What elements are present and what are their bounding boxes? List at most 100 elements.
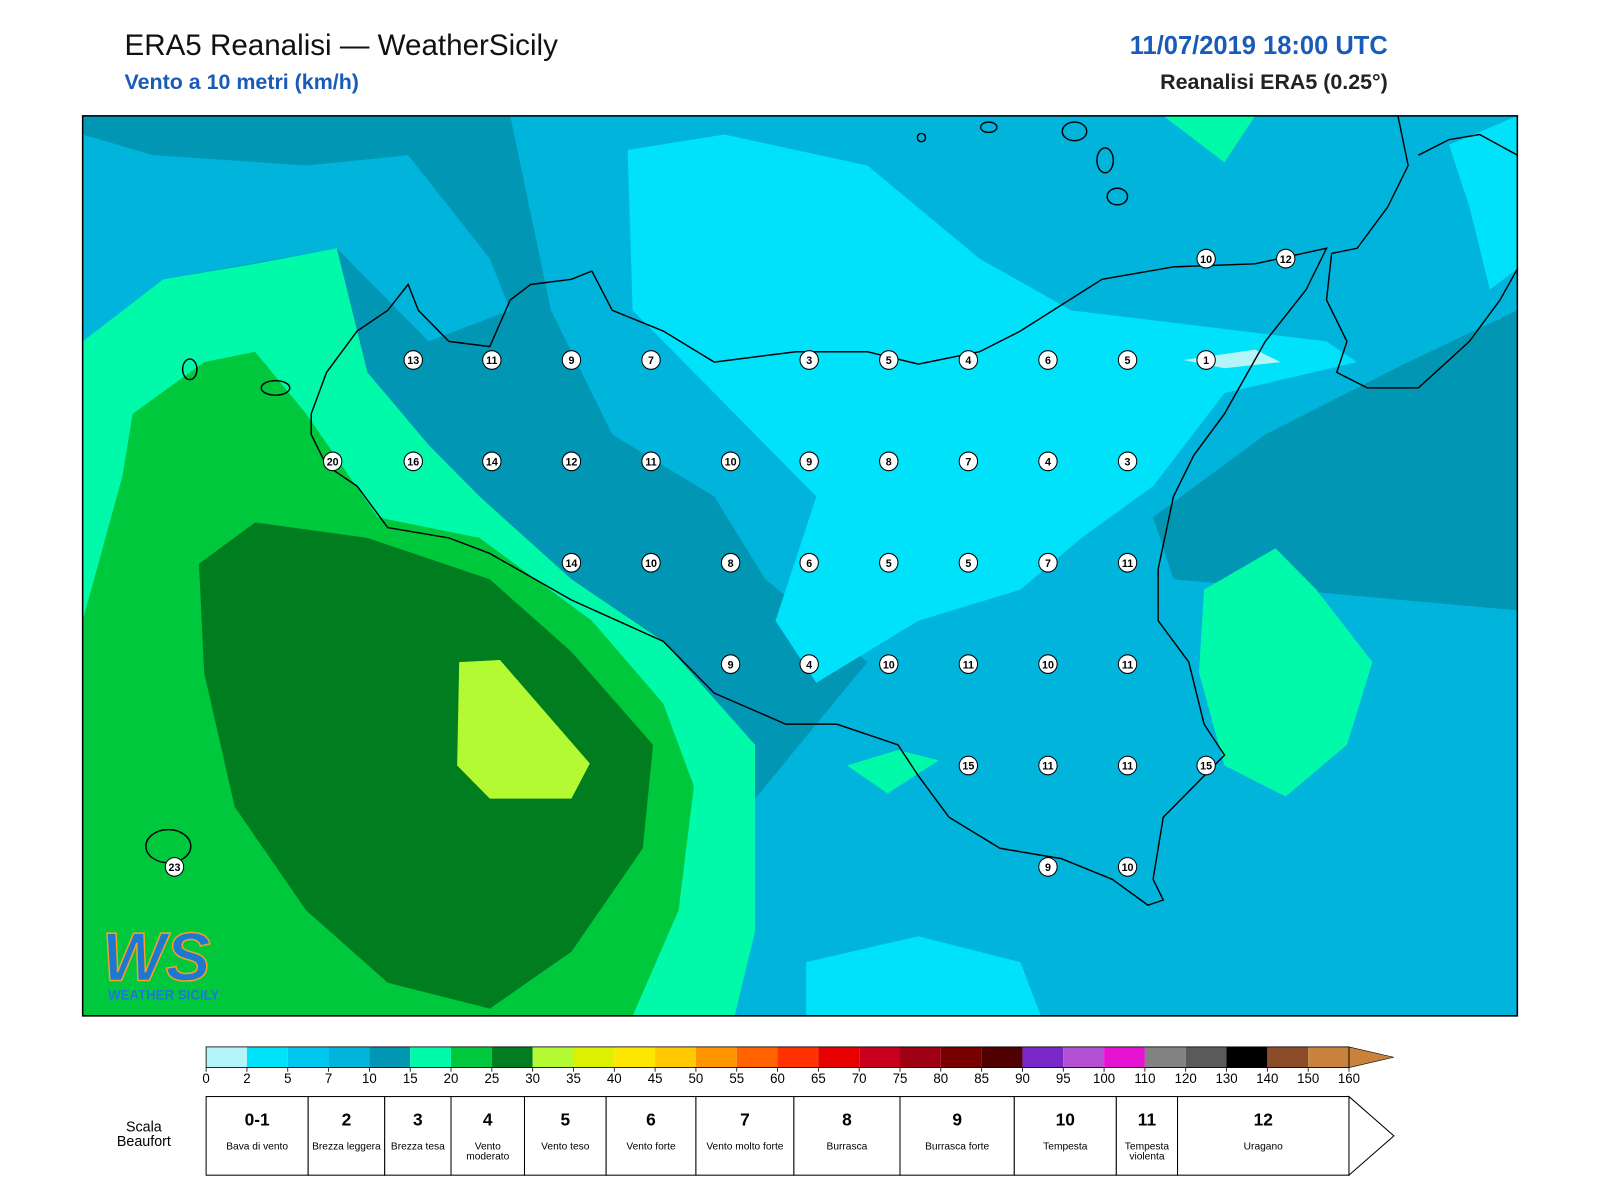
station-marker [958,350,979,370]
station-value: 12 [1280,254,1292,266]
beaufort-name: Brezza tesa [390,1142,445,1153]
beaufort-box [1177,1096,1350,1176]
station: 11 [1117,552,1138,573]
station-value: 7 [648,355,654,367]
station-value: 9 [1045,862,1051,874]
colorbar-tick-label: 90 [1015,1071,1030,1086]
colorbar-tick-label: 35 [566,1071,581,1086]
station-value: 11 [1042,761,1053,773]
colorbar-tick-label: 2 [243,1071,250,1086]
coastline [1325,253,1518,389]
island [1061,121,1088,142]
station-marker [1117,451,1138,472]
beaufort-force: 5 [560,1109,570,1129]
colorbar-tick-label: 160 [1338,1071,1360,1086]
beaufort-box [605,1096,697,1176]
beaufort-name: Vento molto forte [706,1142,784,1153]
beaufort-box [450,1096,525,1176]
title: ERA5 Reanalisi — WeatherSicily [124,29,558,62]
station: 5 [879,350,899,370]
station: 15 [1196,755,1216,776]
island [979,121,998,134]
station-value: 3 [806,355,812,367]
station-marker [641,350,661,370]
colorbar-tick-label: 70 [852,1071,867,1086]
station-marker [1276,248,1296,269]
colorbar-tick-label: 140 [1256,1071,1278,1086]
station: 9 [720,654,741,674]
beaufort-name: Burrasca [826,1142,868,1153]
colorbar-tick-label: 110 [1134,1071,1155,1086]
station-value: 11 [1122,659,1133,671]
station: 9 [1038,857,1058,877]
beaufort-force: 9 [952,1109,962,1129]
station-marker [322,451,343,472]
colorbar-tick-label: 25 [484,1071,499,1086]
station-marker [879,552,899,573]
station-value: 9 [728,659,734,671]
station-value: 15 [1200,761,1212,773]
colorbar-tick-label: 65 [811,1071,826,1086]
station-value: 11 [1122,761,1133,773]
station-marker [1038,552,1058,573]
beaufort-box [695,1096,795,1176]
station-marker [1196,248,1216,269]
colorbar-tick-label: 100 [1093,1071,1115,1086]
station-value: 11 [963,659,974,671]
colorbar-segment [532,1046,574,1068]
beaufort-name: Brezza leggera [312,1142,381,1153]
station-marker [1117,755,1138,776]
station-marker [720,654,741,674]
station-value: 10 [1042,659,1054,671]
beaufort-scale: Scala Beaufort 0-1 Bava di vento 2 Brezza le… [117,1095,1395,1177]
wind-field [627,134,1358,683]
colorbar-segment [573,1046,615,1068]
beaufort-name-box: Vento forte [626,1142,675,1152]
wind-field [806,936,1041,1016]
station: 11 [1117,654,1138,674]
station-value: 9 [568,355,574,367]
colorbar-segment [818,1046,860,1068]
logo-text: WEATHER SICILY [108,987,219,1002]
station-marker [879,654,899,674]
station-marker [482,451,502,472]
station: 7 [1038,552,1058,573]
beaufort-name: Tempesta violenta [1124,1142,1170,1163]
station-value: 11 [486,355,497,367]
station-marker [720,552,741,573]
wind-field [846,750,939,794]
station-value: 23 [169,862,181,874]
station-value: 10 [1200,254,1212,266]
subtitle: Vento a 10 metri (km/h) [124,69,358,94]
station: 4 [958,350,979,370]
colorbar-tick-label: 130 [1215,1071,1237,1086]
beaufort-force: 11 [1138,1109,1157,1129]
station-marker [1038,451,1058,472]
station-value: 13 [407,355,419,367]
beaufort-name: Burrasca forte [925,1142,990,1153]
beaufort-box [523,1096,607,1176]
colorbar-segment [369,1046,411,1068]
beaufort-name: Vento moderato [466,1142,510,1163]
beaufort-name-box: Uragano [1244,1142,1283,1152]
station-value: 10 [1122,862,1134,874]
station: 10 [1117,857,1138,877]
beaufort-force: 8 [842,1109,852,1129]
station-value: 5 [886,558,892,570]
beaufort-force: 10 [1056,1109,1075,1129]
station-marker [958,654,979,674]
station: 11 [958,654,979,674]
station-marker [561,350,582,370]
station-marker [1196,350,1216,370]
beaufort-force: 4 [483,1109,493,1129]
wind-field [198,522,654,1009]
colorbar-tick-label: 150 [1297,1071,1319,1086]
station-value: 14 [565,558,577,570]
island [916,132,927,143]
station: 14 [482,451,502,472]
station: 11 [641,451,661,472]
colorbar-segment [206,1046,247,1068]
beaufort-name-box: Brezza tesa [390,1142,445,1153]
